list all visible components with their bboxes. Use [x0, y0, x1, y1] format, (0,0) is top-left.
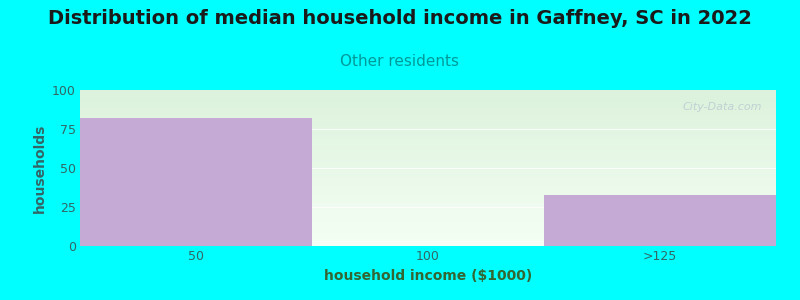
X-axis label: household income ($1000): household income ($1000)	[324, 269, 532, 283]
Text: Other residents: Other residents	[341, 54, 459, 69]
Y-axis label: households: households	[33, 123, 46, 213]
Bar	[80, 118, 312, 246]
Text: Distribution of median household income in Gaffney, SC in 2022: Distribution of median household income …	[48, 9, 752, 28]
Text: City-Data.com: City-Data.com	[682, 103, 762, 112]
Bar	[544, 194, 776, 246]
